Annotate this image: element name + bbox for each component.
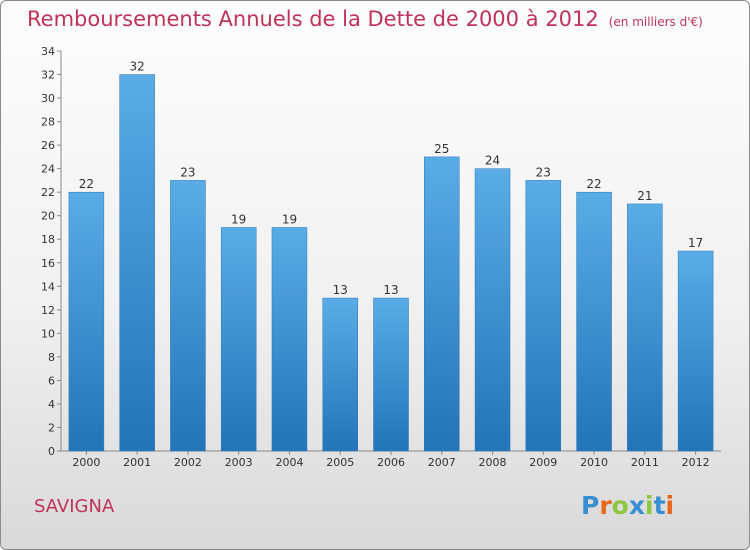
bar-value-label: 19 (231, 212, 246, 226)
chart-unit: (en milliers d'€) (608, 15, 703, 29)
x-tick-label: 2005 (326, 456, 354, 469)
chart-title-text: Remboursements Annuels de la Dette de 20… (27, 7, 599, 31)
y-tick-label: 16 (41, 257, 55, 270)
x-tick-label: 2007 (428, 456, 456, 469)
x-tick-label: 2006 (377, 456, 405, 469)
y-tick-label: 12 (41, 304, 55, 317)
bar-value-label: 13 (383, 283, 398, 297)
y-tick-label: 2 (48, 421, 55, 434)
y-tick-label: 14 (41, 280, 55, 293)
logo-letter: r (599, 491, 612, 520)
bar (525, 180, 562, 452)
y-tick-label: 6 (48, 374, 55, 387)
bar (627, 203, 663, 452)
bar-value-label: 21 (637, 189, 652, 203)
x-tick-label: 2004 (275, 456, 303, 469)
bar (68, 191, 105, 452)
bar (677, 250, 714, 452)
logo-letter: o (611, 491, 629, 520)
bar (322, 297, 358, 452)
x-tick-label: 2012 (682, 456, 710, 469)
bar (424, 156, 460, 452)
bar-value-label: 24 (485, 154, 500, 168)
proxiti-logo[interactable]: Proxiti (581, 491, 674, 520)
y-tick-label: 28 (41, 116, 55, 129)
bar-value-label: 23 (180, 165, 195, 179)
y-tick-label: 30 (41, 92, 55, 105)
bar (474, 168, 511, 452)
bar-value-label: 19 (282, 212, 297, 226)
bar-value-label: 23 (536, 165, 551, 179)
y-tick-label: 8 (48, 351, 55, 364)
logo-letter: i (665, 491, 675, 520)
logo-letter: i (645, 491, 654, 520)
commune-name: SAVIGNA (34, 496, 115, 517)
x-tick-label: 2003 (225, 456, 253, 469)
x-tick-label: 2002 (174, 456, 202, 469)
bar-value-label: 22 (586, 177, 601, 191)
bar (220, 227, 257, 452)
bar (119, 74, 155, 452)
y-tick-label: 20 (41, 210, 55, 223)
chart-title: Remboursements Annuels de la Dette de 20… (27, 7, 703, 31)
y-tick-label: 4 (48, 398, 55, 411)
y-tick-label: 32 (41, 69, 55, 82)
x-tick-label: 2011 (631, 456, 659, 469)
logo-letter: t (653, 491, 666, 520)
y-tick-label: 26 (41, 139, 55, 152)
y-tick-label: 18 (41, 233, 55, 246)
bar-value-label: 25 (434, 142, 449, 156)
y-tick-label: 22 (41, 186, 55, 199)
x-tick-label: 2000 (72, 456, 100, 469)
bar (576, 191, 612, 452)
bar-value-label: 22 (79, 177, 94, 191)
bar (373, 297, 409, 452)
y-tick-label: 34 (41, 45, 55, 58)
bar-value-label: 32 (130, 60, 145, 74)
y-tick-label: 0 (48, 445, 55, 458)
y-tick-label: 10 (41, 327, 55, 340)
bar (170, 180, 206, 452)
x-tick-label: 2001 (123, 456, 151, 469)
y-tick-label: 24 (41, 163, 55, 176)
x-tick-label: 2010 (580, 456, 608, 469)
bar (271, 227, 308, 452)
bar-value-label: 17 (688, 236, 703, 250)
x-tick-label: 2009 (529, 456, 557, 469)
logo-letter: x (628, 491, 645, 520)
bar-value-label: 13 (333, 283, 348, 297)
x-tick-label: 2008 (479, 456, 507, 469)
logo-letter: P (581, 491, 600, 520)
